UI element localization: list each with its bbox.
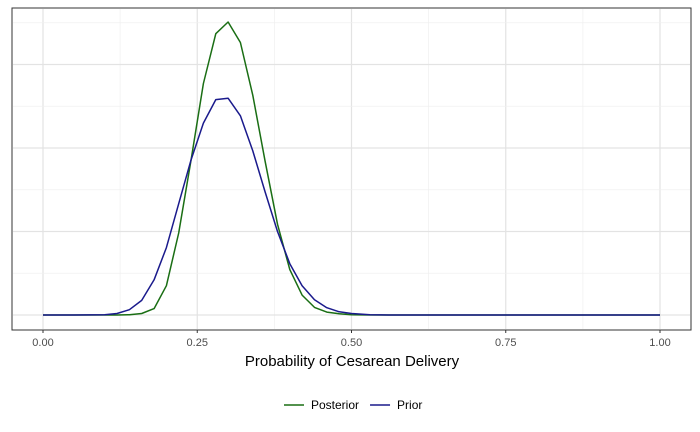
- x-axis-title: Probability of Cesarean Delivery: [245, 353, 460, 370]
- series-line-prior: [43, 97, 660, 316]
- series-lines: [43, 21, 660, 316]
- x-tick-label: 0.50: [341, 337, 362, 349]
- legend-label-prior: Prior: [397, 398, 422, 412]
- legend-label-posterior: Posterior: [311, 398, 359, 412]
- x-tick-label: 0.00: [32, 337, 53, 349]
- x-tick-label: 0.75: [495, 337, 516, 349]
- x-axis-ticks: 0.00 0.25 0.50 0.75 1.00: [32, 330, 671, 349]
- x-tick-label: 0.25: [187, 337, 208, 349]
- x-tick-label: 1.00: [649, 337, 670, 349]
- legend: Posterior Prior: [284, 398, 422, 412]
